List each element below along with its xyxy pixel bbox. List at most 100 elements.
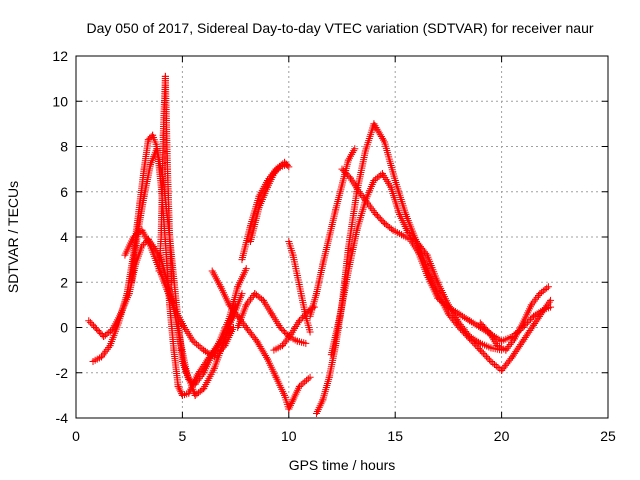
data-point	[471, 320, 479, 328]
data-point	[485, 356, 493, 364]
data-point	[482, 353, 490, 361]
data-point	[196, 343, 204, 351]
data-point	[279, 327, 287, 335]
data-point	[376, 131, 384, 139]
data-point	[443, 302, 451, 310]
data-point	[283, 161, 291, 169]
data-point	[444, 303, 452, 311]
data-point	[481, 324, 489, 331]
data-point	[86, 318, 94, 326]
data-point	[526, 327, 534, 335]
data-point	[452, 314, 460, 322]
data-point	[297, 315, 305, 323]
data-point	[527, 325, 535, 333]
data-point	[434, 294, 442, 302]
data-point	[193, 340, 201, 348]
data-point	[515, 342, 523, 350]
data-point	[376, 215, 384, 223]
series-1	[85, 235, 240, 399]
data-point	[547, 303, 555, 311]
data-point	[479, 349, 487, 357]
data-point	[455, 310, 463, 318]
data-point	[301, 378, 309, 386]
y-tick-label: 10	[52, 93, 68, 109]
x-tick-label: 25	[600, 428, 616, 444]
x-axis-label: GPS time / hours	[289, 457, 396, 473]
data-point	[379, 136, 387, 144]
data-point	[469, 319, 477, 327]
series-6	[208, 267, 314, 413]
data-point	[342, 170, 350, 178]
y-tick-label: 4	[60, 229, 68, 245]
y-tick-label: -4	[56, 410, 69, 426]
data-point	[218, 337, 226, 345]
data-point	[422, 249, 430, 257]
data-point	[475, 345, 483, 353]
data-point	[168, 278, 176, 286]
data-point	[482, 325, 490, 333]
data-point	[460, 313, 468, 321]
data-point	[242, 265, 250, 273]
data-point	[538, 307, 546, 315]
axis-ticks: 0 5 10 15 20 25 -4 -2 0 2 4 6 8 10 12	[52, 48, 616, 444]
data-point	[213, 350, 221, 358]
data-point	[517, 341, 525, 349]
data-point	[494, 335, 502, 343]
chart-title: Day 050 of 2017, Sidereal Day-to-day VTE…	[86, 20, 593, 36]
data-point	[297, 381, 305, 389]
data-point	[146, 134, 154, 142]
data-point	[258, 295, 266, 303]
data-point	[481, 351, 489, 359]
data-point	[462, 314, 470, 322]
data-point	[281, 328, 289, 336]
data-point	[372, 210, 380, 218]
data-point	[521, 334, 529, 342]
data-point	[260, 350, 268, 358]
series-8	[246, 161, 291, 246]
data-point	[93, 325, 101, 333]
data-point	[454, 317, 462, 325]
data-point	[205, 350, 213, 358]
data-point	[451, 308, 459, 316]
data-point	[533, 310, 541, 318]
data-point	[254, 339, 262, 347]
data-point	[533, 316, 541, 324]
data-point	[378, 134, 386, 142]
data-point	[512, 348, 520, 356]
data-point	[88, 320, 96, 328]
data-point	[177, 388, 185, 396]
data-point	[255, 341, 263, 349]
x-tick-label: 5	[179, 428, 187, 444]
data-point	[519, 337, 527, 345]
data-point	[530, 321, 538, 329]
data-point	[95, 328, 103, 336]
data-point	[373, 212, 381, 220]
data-point	[252, 335, 260, 343]
data-point	[374, 127, 382, 135]
data-point	[377, 171, 385, 179]
data-point	[215, 348, 223, 356]
data-point	[138, 242, 146, 250]
data-point	[210, 353, 218, 361]
data-point	[140, 240, 148, 248]
data-point	[287, 400, 295, 408]
data-point	[207, 351, 215, 359]
data-point	[306, 373, 314, 381]
data-point	[285, 163, 293, 171]
series-16	[476, 283, 552, 354]
data-point	[200, 346, 208, 354]
data-marks	[85, 72, 555, 417]
data-point	[201, 347, 209, 355]
data-point	[295, 317, 303, 325]
data-point	[85, 317, 93, 325]
data-point	[189, 337, 197, 345]
data-point	[370, 120, 378, 128]
data-point	[478, 348, 486, 356]
data-point	[378, 216, 386, 224]
data-point	[531, 311, 539, 319]
data-point	[459, 312, 467, 320]
data-point	[469, 335, 477, 343]
data-point	[344, 171, 352, 179]
data-point	[450, 307, 458, 315]
